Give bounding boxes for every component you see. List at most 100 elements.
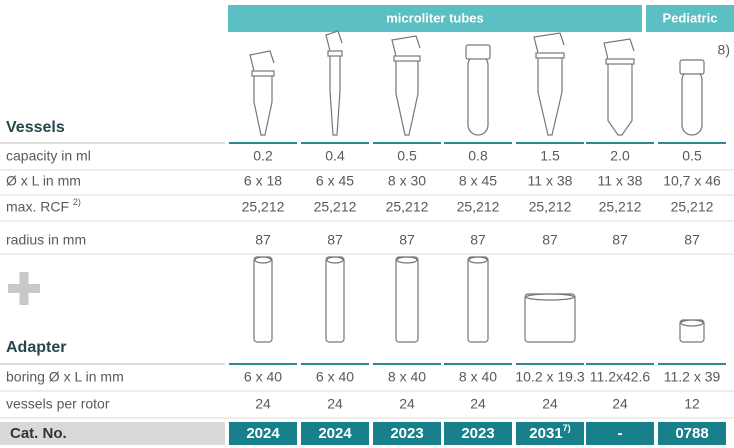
bore [326, 256, 344, 264]
tube [537, 56, 563, 136]
cat-cell [586, 422, 654, 445]
group-label: Pediatric [663, 10, 718, 25]
cat-value: - [618, 425, 623, 442]
cell: 0.2 [253, 148, 273, 164]
cell: 0.4 [325, 148, 345, 164]
cell: 25,212 [529, 199, 572, 215]
row-label: radius in mm [6, 232, 86, 248]
footnote: 2) [73, 197, 81, 207]
tube [681, 69, 703, 136]
cell: 6 x 18 [244, 173, 282, 189]
cat-cell [229, 422, 297, 445]
cat-value: 2024 [246, 425, 280, 442]
vessel-icon [679, 59, 705, 136]
cat-value: 0788 [675, 425, 708, 442]
cell: 25,212 [671, 199, 714, 215]
adapter-icon [467, 256, 489, 343]
rim [535, 52, 565, 59]
vessel-icon [325, 30, 343, 136]
cell: 11 x 38 [598, 173, 643, 189]
cat-label-cell [0, 422, 225, 445]
cat-cell [658, 422, 726, 445]
lid [249, 50, 275, 72]
vessel-icon [249, 50, 275, 136]
rim [393, 55, 421, 62]
tube [467, 54, 489, 136]
adapter-icon [524, 293, 576, 343]
group-label: microliter tubes [386, 10, 484, 25]
cell: 0.5 [397, 148, 417, 164]
footnote: 7) [563, 423, 571, 433]
lid [533, 32, 565, 54]
cell: 87 [684, 232, 700, 248]
row-label: Ø x L in mm [6, 173, 81, 189]
cell: 0.5 [682, 148, 702, 164]
tube [607, 62, 633, 136]
cat-cell [444, 422, 512, 445]
bore [468, 256, 488, 264]
cell: 24 [399, 396, 415, 412]
cell: 87 [542, 232, 558, 248]
cell: 25,212 [386, 199, 429, 215]
cell: 87 [327, 232, 343, 248]
cat-value: 20317) [529, 423, 570, 442]
cat-value: 2024 [318, 425, 352, 442]
lid [391, 35, 421, 57]
cell: 6 x 40 [316, 369, 354, 385]
cell: 87 [255, 232, 271, 248]
lid [325, 30, 343, 52]
cell: 24 [470, 396, 486, 412]
row-label: boring Ø x L in mm [6, 369, 124, 385]
cat-value: 2023 [390, 425, 423, 442]
cell: 6 x 45 [316, 173, 354, 189]
cell: 24 [255, 396, 271, 412]
cell: 8 x 45 [459, 173, 497, 189]
cell: 25,212 [314, 199, 357, 215]
cell: 2.0 [610, 148, 630, 164]
cell: 11.2x42.6 [590, 369, 651, 385]
cell: 11.2 x 39 [664, 369, 721, 385]
cell: 8 x 30 [388, 173, 426, 189]
adapter-icon [325, 256, 345, 343]
adapter-icon [395, 256, 419, 343]
tube [395, 59, 419, 136]
cell: 24 [612, 396, 628, 412]
cell: 24 [327, 396, 343, 412]
bore [680, 319, 704, 327]
rim [251, 70, 275, 77]
adapter [253, 256, 273, 343]
adapter [524, 293, 576, 343]
section-title: Vessels [6, 119, 65, 136]
cell: 87 [612, 232, 628, 248]
cell: 25,212 [599, 199, 642, 215]
tube [253, 74, 273, 136]
cell: 10,7 x 46 [663, 173, 721, 189]
cap [679, 59, 705, 75]
adapter [395, 256, 419, 343]
bore [254, 256, 272, 264]
cell: 8 x 40 [388, 369, 426, 385]
cell: 10.2 x 19.3 [515, 369, 584, 385]
adapter [325, 256, 345, 343]
cell: 87 [399, 232, 415, 248]
cat-cell [301, 422, 369, 445]
cat-cell [516, 422, 584, 445]
cell: 25,212 [242, 199, 285, 215]
lid [603, 38, 635, 60]
section-title: Adapter [6, 339, 66, 356]
tube [329, 54, 341, 136]
cell: 1.5 [540, 148, 560, 164]
header-band [646, 5, 734, 32]
adapter [467, 256, 489, 343]
cat-label: Cat. No. [10, 425, 67, 442]
row-label: vessels per rotor [6, 396, 110, 412]
cap [465, 44, 491, 60]
rim [327, 50, 343, 57]
cell: 12 [684, 396, 700, 412]
cell: 11 x 38 [528, 173, 573, 189]
bore [525, 293, 575, 301]
adapter-icon [679, 319, 705, 343]
bore [396, 256, 418, 264]
header-band [228, 5, 642, 32]
